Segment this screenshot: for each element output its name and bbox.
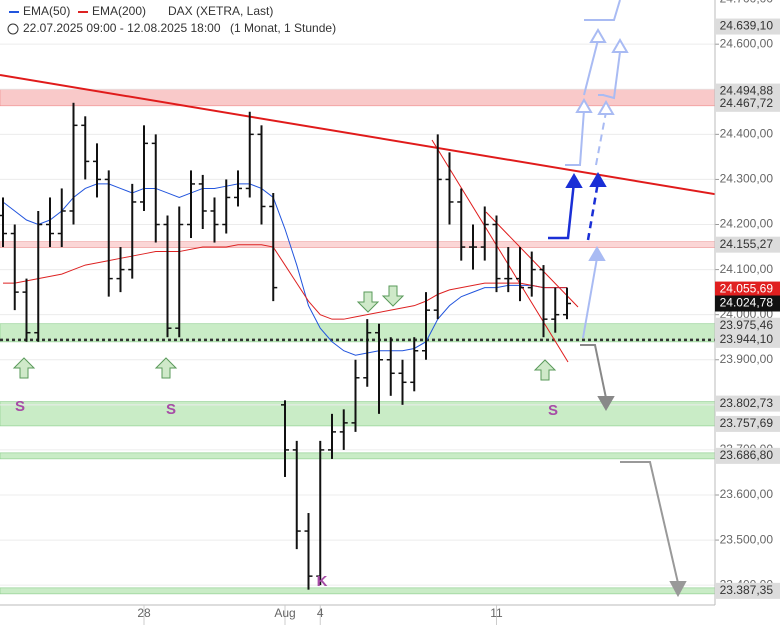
arrow	[548, 181, 576, 240]
price-label: 23.802,73	[720, 396, 774, 410]
zone	[0, 587, 716, 595]
y-tick-label: 24.700,00	[720, 0, 774, 5]
price-label: 23.686,80	[720, 448, 774, 462]
arrow-head	[669, 581, 687, 598]
arrow	[586, 181, 600, 241]
y-tick-label: 24.300,00	[720, 172, 774, 186]
up-arrow	[533, 359, 557, 381]
ema-line	[3, 244, 567, 320]
down-arrow	[381, 285, 405, 307]
price-label-bg	[715, 582, 780, 599]
x-tick-label: Aug	[274, 606, 295, 620]
zones	[0, 89, 716, 595]
legend-swatch	[78, 11, 88, 13]
period: (1 Monat, 1 Stunde)	[230, 21, 336, 35]
annotation: S	[548, 402, 558, 419]
zone	[0, 241, 716, 248]
arrow-head	[611, 38, 629, 53]
x-tick-label: 4	[317, 606, 324, 620]
legend-label: EMA(200)	[92, 4, 146, 18]
y-tick-label: 24.100,00	[720, 262, 774, 276]
price-label: 24.024,78	[720, 296, 774, 310]
plot	[0, 102, 571, 590]
zone	[0, 452, 716, 460]
y-tick-label: 24.200,00	[720, 217, 774, 231]
price-label-bg	[715, 18, 780, 35]
price-label-bg	[715, 236, 780, 253]
price-label-bg	[715, 395, 780, 412]
price-label: 23.387,35	[720, 583, 774, 597]
price-label-bg	[715, 317, 780, 334]
annotation: S	[15, 398, 25, 415]
y-tick-label: 24.600,00	[720, 36, 774, 50]
price-label: 24.639,10	[720, 19, 774, 33]
arrow	[580, 344, 607, 399]
arrow	[582, 257, 598, 339]
signal-arrows	[12, 285, 557, 381]
price-label: 23.975,46	[720, 318, 774, 332]
arrow-head	[565, 173, 583, 188]
arrow	[584, 0, 621, 21]
down-arrow	[356, 291, 380, 313]
projections	[548, 0, 687, 598]
arrow	[583, 39, 599, 96]
x-tick-label: 28	[137, 606, 151, 620]
price-label-bg	[715, 447, 780, 464]
arrow	[620, 461, 679, 584]
channel-line	[431, 139, 569, 363]
arrow-head	[589, 28, 607, 43]
arrow-head	[575, 98, 593, 113]
annotation: K	[317, 573, 328, 590]
price-label-bg	[715, 83, 780, 100]
date-range: 22.07.2025 09:00 - 12.08.2025 18:00	[23, 21, 221, 35]
up-arrow	[12, 357, 36, 379]
legend-swatch	[9, 11, 19, 13]
price-label-bg	[715, 295, 780, 312]
arrow	[595, 111, 607, 166]
price-label: 23.944,10	[720, 332, 774, 346]
arrow-head	[589, 172, 607, 187]
price-label: 24.494,88	[720, 84, 774, 98]
trend-line	[0, 74, 780, 206]
arrow-head	[588, 246, 606, 261]
arrow	[565, 109, 585, 166]
y-tick-label: 23.900,00	[720, 352, 774, 366]
arrow-head	[597, 100, 615, 115]
price-label: 24.155,27	[720, 237, 774, 251]
chart-title: DAX (XETRA, Last)	[168, 4, 273, 18]
clock-icon	[7, 23, 19, 35]
legend-label: EMA(50)	[23, 4, 70, 18]
y-tick-label: 24.400,00	[720, 127, 774, 141]
y-tick-label: 23.600,00	[720, 487, 774, 501]
price-label: 23.757,69	[720, 416, 774, 430]
up-arrow	[154, 357, 178, 379]
zone	[0, 401, 716, 427]
price-label: 24.467,72	[720, 96, 774, 110]
grid	[0, 43, 715, 586]
x-axis: 28 Aug 4 11	[0, 604, 715, 625]
price-label-bg	[715, 95, 780, 112]
y-tick-label: 23.500,00	[720, 532, 774, 546]
annotations: S S S K	[15, 398, 558, 590]
annotation: S	[166, 401, 176, 418]
price-label: 24.055,69	[720, 282, 774, 296]
price-label-bg	[715, 281, 780, 298]
x-tick-label: 11	[490, 606, 503, 620]
arrow	[598, 51, 621, 100]
price-label-bg	[715, 415, 780, 432]
price-label-bg	[715, 331, 780, 348]
arrow-head	[597, 396, 615, 411]
